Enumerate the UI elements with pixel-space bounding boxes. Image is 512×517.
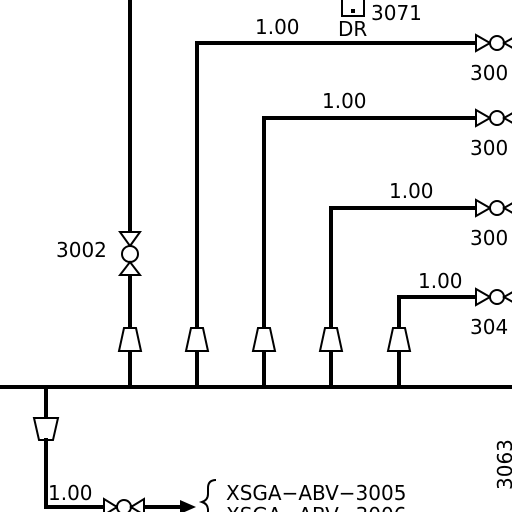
branch-2-size: 1.00 [322, 89, 367, 113]
drain-label: DR [338, 17, 367, 41]
destination-brace [198, 479, 217, 517]
branch-4-tag: 304 [470, 315, 508, 339]
branch-2-line [262, 116, 478, 389]
branch-3-tag: 300 [470, 226, 508, 250]
branch-4-valve-icon [475, 287, 512, 307]
riser-valve-icon [117, 231, 143, 276]
branch-4-size: 1.00 [418, 269, 463, 293]
flow-arrow-icon [180, 500, 196, 514]
branch-1-reducer-icon [184, 327, 210, 352]
drain-tag: 3071 [371, 1, 422, 25]
bottom-reducer-icon [32, 417, 60, 441]
riser-valve-tag: 3002 [56, 238, 107, 262]
drain-fitting-icon [341, 0, 365, 17]
branch-3-reducer-icon [318, 327, 344, 352]
branch-3-size: 1.00 [389, 179, 434, 203]
riser-reducer-icon [117, 327, 143, 352]
branch-2-reducer-icon [251, 327, 277, 352]
branch-4-line [397, 295, 478, 389]
branch-1-tag: 300 [470, 61, 508, 85]
bottom-line-size: 1.00 [48, 481, 93, 505]
branch-1-size: 1.00 [255, 15, 300, 39]
branch-2-valve-icon [475, 108, 512, 128]
branch-1-line [195, 41, 478, 389]
destination-1: XSGA−ABV−3005 [226, 481, 406, 505]
branch-4-reducer-icon [386, 327, 412, 352]
vertical-tag: 3063 [493, 439, 512, 490]
branch-2-tag: 300 [470, 136, 508, 160]
branch-1-valve-icon [475, 33, 512, 53]
bottom-valve-icon [103, 497, 145, 517]
branch-3-valve-icon [475, 198, 512, 218]
destination-2: XSGA−ABV−3006 [226, 503, 406, 512]
